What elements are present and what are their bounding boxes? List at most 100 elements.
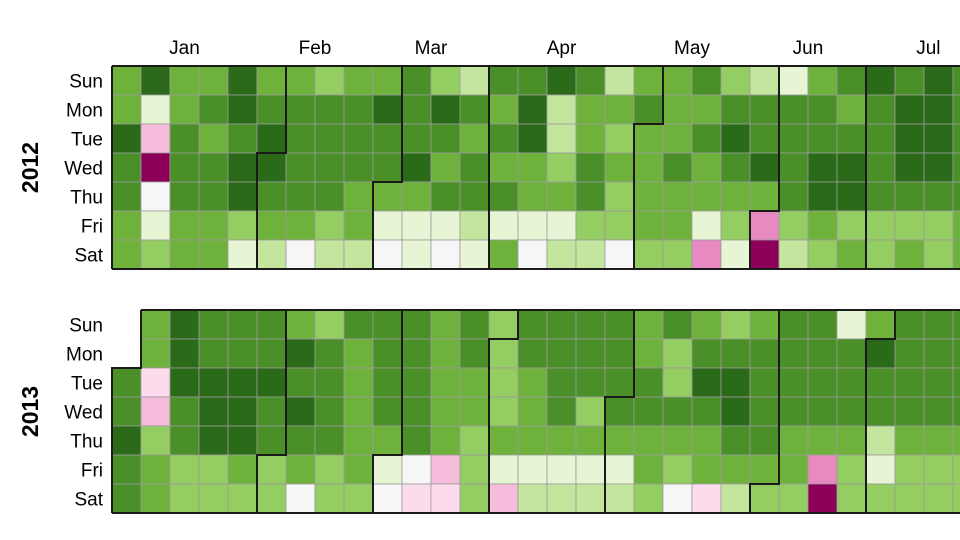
day-cell-2012-r1-c16: [575, 94, 606, 125]
day-cell-2013-r5-c12: [459, 454, 490, 485]
day-cell-2013-r0-c28: [923, 309, 954, 340]
day-cell-2012-r0-c6: [285, 65, 316, 96]
day-cell-2013-r4-c28: [923, 425, 954, 456]
day-cell-2013-r0-c7: [314, 309, 345, 340]
day-cell-2013-r4-c10: [401, 425, 432, 456]
day-cell-2013-r4-c8: [343, 425, 374, 456]
day-cell-2013-r0-c13: [488, 309, 519, 340]
day-cell-2012-r1-c14: [517, 94, 548, 125]
day-cell-2013-r2-c10: [401, 367, 432, 398]
day-cell-2013-r5-c29: [952, 454, 960, 485]
day-cell-2012-r1-c11: [430, 94, 461, 125]
day-cell-2013-r4-c23: [778, 425, 809, 456]
day-cell-2012-r2-c20: [691, 123, 722, 154]
day-cell-2012-r0-c0: [111, 65, 142, 96]
day-cell-2012-r4-c2: [169, 181, 200, 212]
day-cell-2012-r6-c21: [720, 239, 751, 270]
day-cell-2012-r1-c15: [546, 94, 577, 125]
day-cell-2012-r2-c0: [111, 123, 142, 154]
day-cell-2013-r0-c9: [372, 309, 403, 340]
day-cell-2013-r0-c1: [140, 309, 171, 340]
day-cell-2013-r3-c1: [140, 396, 171, 427]
day-cell-2013-r0-c26: [865, 309, 896, 340]
day-cell-2013-r3-c20: [691, 396, 722, 427]
day-cell-2012-r5-c3: [198, 210, 229, 241]
day-cell-2013-r5-c21: [720, 454, 751, 485]
day-cell-2012-r4-c4: [227, 181, 258, 212]
day-cell-2012-r2-c18: [633, 123, 664, 154]
day-cell-2012-r5-c22: [749, 210, 780, 241]
day-label-fri-2012: Fri: [81, 217, 103, 238]
day-cell-2013-r6-c3: [198, 483, 229, 514]
month-boundary-2013-may: [604, 310, 635, 513]
day-cell-2013-r3-c28: [923, 396, 954, 427]
day-cell-2012-r3-c5: [256, 152, 287, 183]
day-cell-2013-r0-c3: [198, 309, 229, 340]
day-cell-2013-r0-c12: [459, 309, 490, 340]
day-cell-2012-r1-c10: [401, 94, 432, 125]
day-cell-2012-r1-c24: [807, 94, 838, 125]
day-cell-2012-r6-c5: [256, 239, 287, 270]
day-cell-2013-r6-c16: [575, 483, 606, 514]
day-cell-2013-r4-c20: [691, 425, 722, 456]
day-cell-2013-r3-c13: [488, 396, 519, 427]
day-cell-2013-r6-c7: [314, 483, 345, 514]
day-cell-2013-r2-c16: [575, 367, 606, 398]
day-cell-2013-r5-c22: [749, 454, 780, 485]
day-cell-2013-r5-c2: [169, 454, 200, 485]
day-cell-2012-r2-c22: [749, 123, 780, 154]
day-cell-2012-r2-c23: [778, 123, 809, 154]
day-cell-2013-r0-c14: [517, 309, 548, 340]
day-cell-2012-r6-c16: [575, 239, 606, 270]
day-label-mon-2012: Mon: [66, 101, 103, 122]
day-cell-2012-r0-c15: [546, 65, 577, 96]
day-cell-2012-r5-c28: [923, 210, 954, 241]
day-cell-2013-r1-c21: [720, 338, 751, 369]
day-cell-2012-r6-c17: [604, 239, 635, 270]
day-cell-2012-r6-c13: [488, 239, 519, 270]
day-cell-2013-r5-c17: [604, 454, 635, 485]
day-cell-2013-r5-c23: [778, 454, 809, 485]
day-cell-2013-r3-c12: [459, 396, 490, 427]
day-cell-2013-r2-c17: [604, 367, 635, 398]
day-cell-2012-r4-c7: [314, 181, 345, 212]
day-cell-2012-r5-c18: [633, 210, 664, 241]
day-cell-2013-r6-c14: [517, 483, 548, 514]
day-cell-2012-r0-c16: [575, 65, 606, 96]
day-cell-2012-r5-c0: [111, 210, 142, 241]
day-cell-2012-r2-c8: [343, 123, 374, 154]
day-cell-2013-r6-c10: [401, 483, 432, 514]
month-label-may: May: [674, 38, 710, 59]
day-cell-2012-r5-c11: [430, 210, 461, 241]
day-cell-2012-r2-c4: [227, 123, 258, 154]
day-cell-2013-r3-c27: [894, 396, 925, 427]
day-cell-2013-r2-c27: [894, 367, 925, 398]
day-cell-2013-r2-c24: [807, 367, 838, 398]
day-cell-2013-r5-c20: [691, 454, 722, 485]
day-cell-2012-r3-c26: [865, 152, 896, 183]
day-cell-2012-r6-c8: [343, 239, 374, 270]
day-cell-2013-r1-c9: [372, 338, 403, 369]
day-cell-2013-r3-c4: [227, 396, 258, 427]
day-cell-2012-r4-c20: [691, 181, 722, 212]
month-boundary-2012-mar: [372, 66, 403, 269]
day-cell-2012-r6-c2: [169, 239, 200, 270]
day-cell-2013-r5-c16: [575, 454, 606, 485]
day-cell-2013-r5-c18: [633, 454, 664, 485]
day-cell-2013-r6-c15: [546, 483, 577, 514]
day-cell-2012-r3-c24: [807, 152, 838, 183]
day-cell-2013-r1-c2: [169, 338, 200, 369]
month-label-jul: Jul: [916, 38, 940, 59]
day-cell-2013-r4-c13: [488, 425, 519, 456]
day-cell-2013-r4-c21: [720, 425, 751, 456]
day-cell-2012-r4-c13: [488, 181, 519, 212]
day-cell-2012-r4-c18: [633, 181, 664, 212]
month-label-jan: Jan: [169, 38, 200, 59]
day-cell-2013-r0-c27: [894, 309, 925, 340]
day-cell-2012-r3-c11: [430, 152, 461, 183]
day-cell-2012-r0-c13: [488, 65, 519, 96]
day-cell-2013-r1-c3: [198, 338, 229, 369]
day-cell-2012-r3-c10: [401, 152, 432, 183]
day-cell-2013-r3-c29: [952, 396, 960, 427]
day-cell-2013-r1-c22: [749, 338, 780, 369]
